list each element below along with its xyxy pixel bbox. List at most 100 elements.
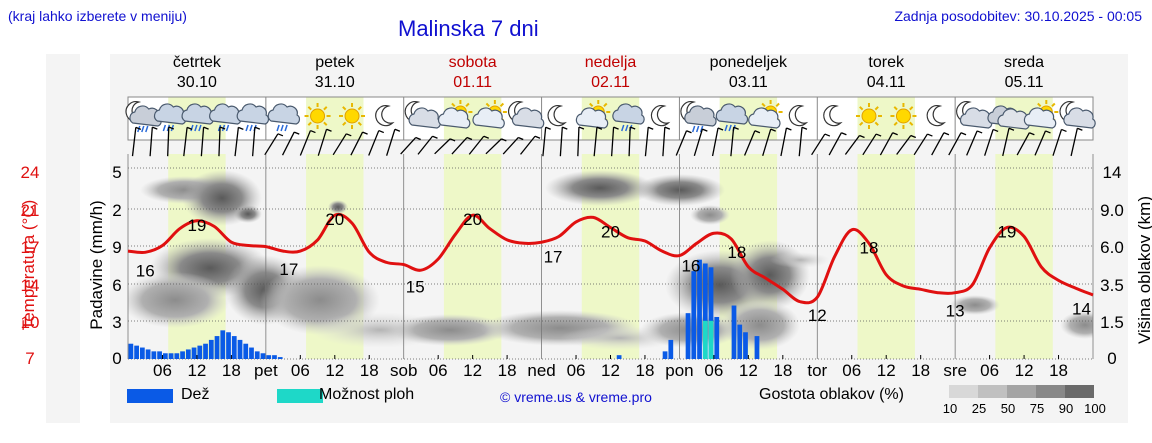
hour-tick-label: 06 [842,361,861,380]
rain-drop [728,124,732,132]
rain-bar [208,339,214,359]
wind-barb [798,127,803,157]
wind-barb-feather [534,135,541,139]
wind-barb-feather [702,128,708,132]
rain-drop [190,124,194,132]
rain-drop [162,124,167,132]
day-abbr-label: sob [390,361,417,380]
rain-drop [245,124,249,132]
wind-barb-feather [168,126,175,130]
wind-barb-feather [378,129,385,134]
cloud-height-tick: 3.5 [1100,276,1124,295]
temperature-tick: 17 [21,238,40,257]
shower-bar [708,320,714,359]
cloud-shape [684,105,717,127]
temperature-tick: 24 [21,163,40,182]
wind-barb [862,133,877,156]
precipitation-tick: 9 [112,238,121,257]
rain-bar [254,351,260,359]
wind-barb [610,127,615,157]
precipitation-tick: 2 [112,201,121,220]
copyright-credit: © vreme.us & vreme.pro [500,389,652,405]
moon-cloud-icon [508,101,545,129]
day-date: 05.11 [1004,74,1044,91]
wind-barb [762,128,772,156]
wind-barb [520,135,536,155]
rain-bar [616,355,622,359]
temperature-label: 16 [681,256,700,275]
rain-bar [139,347,145,359]
left-axis-background [46,54,80,423]
rain-bar [277,357,283,359]
cloud-patch [1060,311,1093,339]
cloud-shape [748,107,781,129]
wind-barb-feather [824,133,831,137]
cloud-shape [715,103,749,125]
wind-barb [644,127,649,157]
wind-barb [1034,130,1047,156]
cloud-patch [770,252,830,268]
wind-barb [711,127,719,157]
cloud-height-tick: 6.0 [1100,238,1124,257]
cloud-height-tick: 1.5 [1100,313,1124,332]
wind-barb-feather [203,126,209,130]
wind-barb [730,127,735,157]
wind-barb [502,137,519,155]
wind-barb [332,133,347,156]
cloud-density-swatch [1065,385,1094,398]
wind-barb [844,135,861,155]
hour-tick-label: 06 [704,361,723,380]
rain-bar [737,324,743,359]
moon-cloud-rain-icon [680,101,717,133]
rain-drop [621,124,625,132]
precipitation-tick: 0 [112,349,121,368]
cloud-patch [390,314,510,346]
wind-barb-feather [293,131,300,135]
sun-ray [307,106,312,111]
wind-barb [299,130,312,156]
cloud-density-swatch [949,385,978,398]
page-title: Malinska 7 dni [398,16,539,41]
rain-bar [662,351,668,359]
day-abbr-label: tor [807,361,827,380]
temperature-label: 18 [727,243,746,262]
moon-cloud-icon [956,101,993,129]
wind-barb [131,127,137,157]
precipitation-tick: 5 [112,163,121,182]
wind-barb-feather [786,127,792,131]
cloud-rain-icon [209,103,242,132]
wind-barb-feather [449,138,456,142]
rain-drop [225,124,230,132]
wind-barb-feather [562,126,568,130]
moon-icon [926,105,947,127]
day-header: sreda 05.11 [969,53,1079,93]
day-date: 03.11 [728,74,768,91]
rain-bar [231,336,237,359]
wind-barb [368,130,380,156]
wind-barb-feather [254,126,261,130]
wind-barb [386,129,396,156]
wind-barb [628,127,631,157]
wind-barb [350,131,364,156]
wind-barb-feather [733,126,739,130]
rain-drop [284,124,288,132]
rain-drop [194,124,198,132]
day-header: nedelja 02.11 [556,53,666,93]
hour-tick-label: 06 [429,361,448,380]
temperature-label: 17 [279,260,298,279]
rain-drop [695,125,700,133]
moon-cloud-icon [1059,101,1096,129]
legend-rain-swatch [127,389,173,403]
wind-barb-feather [152,126,158,130]
wind-barb [485,138,502,155]
rain-drop [724,124,728,132]
rain-bar [249,347,254,359]
location-hint: (kraj lahko izberete v meniju) [8,8,187,24]
temperature-label: 17 [544,247,563,266]
sun-ray [589,102,594,108]
wind-barb [251,127,256,157]
wind-barb-feather [1008,127,1015,131]
legend-rain-label: Dež [181,386,210,403]
cloud-density-swatch [978,385,1007,398]
